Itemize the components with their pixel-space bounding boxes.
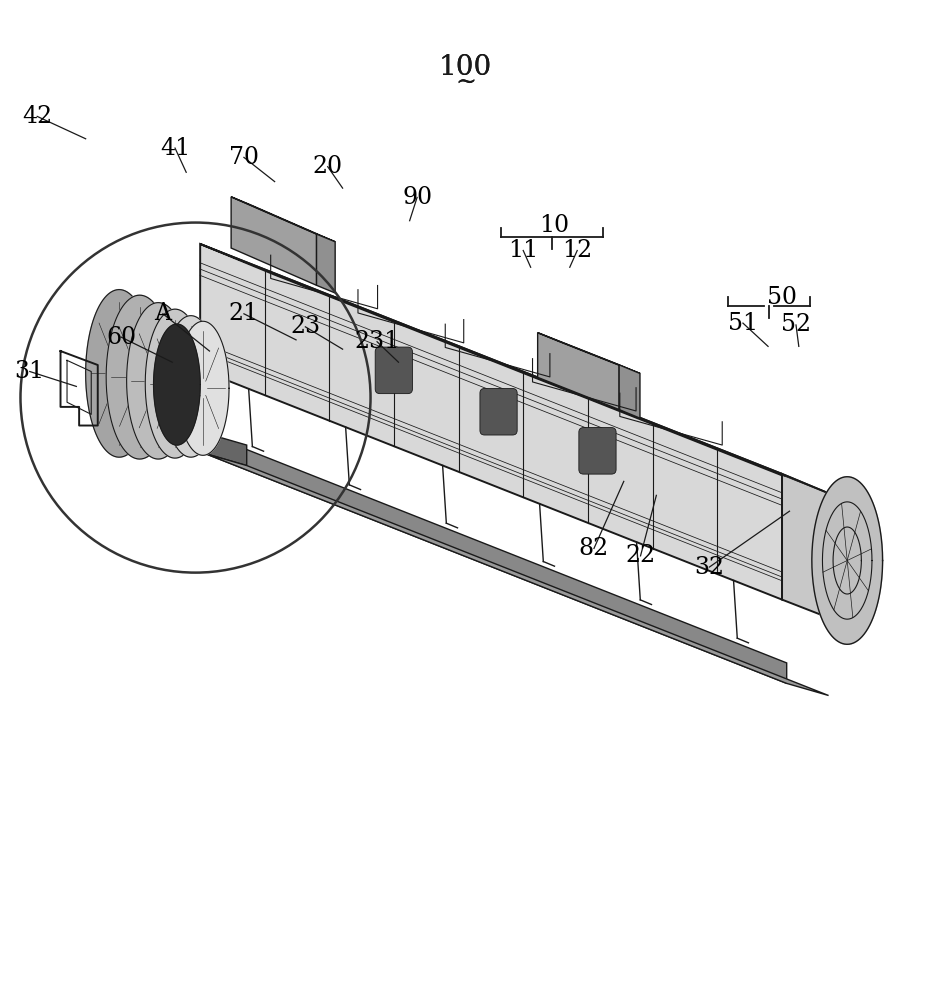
Text: 82: 82 — [579, 537, 609, 560]
Text: 52: 52 — [781, 313, 811, 336]
Polygon shape — [200, 244, 849, 502]
Polygon shape — [205, 433, 787, 683]
Text: 32: 32 — [695, 556, 724, 579]
FancyBboxPatch shape — [579, 428, 616, 474]
Text: 42: 42 — [22, 105, 52, 128]
Polygon shape — [538, 333, 619, 410]
Polygon shape — [782, 474, 849, 626]
Text: 60: 60 — [106, 326, 136, 349]
Polygon shape — [205, 433, 247, 466]
Polygon shape — [106, 295, 173, 459]
Polygon shape — [619, 365, 640, 418]
FancyBboxPatch shape — [375, 347, 412, 394]
Text: 50: 50 — [767, 286, 797, 309]
Text: ∼: ∼ — [455, 71, 476, 94]
Text: 12: 12 — [562, 239, 592, 262]
Polygon shape — [231, 197, 335, 242]
Text: 31: 31 — [15, 360, 45, 383]
Polygon shape — [317, 234, 335, 293]
Text: 100: 100 — [439, 54, 492, 81]
Text: ∼: ∼ — [455, 71, 476, 94]
Polygon shape — [127, 303, 190, 459]
FancyBboxPatch shape — [480, 388, 517, 435]
Text: 41: 41 — [160, 137, 190, 160]
Text: 20: 20 — [313, 155, 343, 178]
Text: A: A — [155, 302, 171, 325]
Text: 11: 11 — [508, 239, 538, 262]
Text: 231: 231 — [355, 330, 399, 353]
Polygon shape — [205, 453, 829, 696]
Polygon shape — [200, 244, 782, 600]
Polygon shape — [86, 290, 153, 457]
Polygon shape — [812, 477, 883, 644]
Text: 10: 10 — [539, 214, 569, 237]
Polygon shape — [538, 333, 640, 373]
Polygon shape — [145, 309, 205, 458]
Text: 22: 22 — [626, 544, 655, 567]
Polygon shape — [177, 321, 229, 455]
Text: 23: 23 — [290, 315, 320, 338]
Text: 100: 100 — [439, 54, 492, 81]
Polygon shape — [154, 324, 200, 445]
Text: 21: 21 — [229, 302, 259, 325]
Polygon shape — [231, 197, 317, 285]
Text: 90: 90 — [402, 186, 432, 209]
Polygon shape — [163, 316, 219, 457]
Text: 70: 70 — [229, 146, 259, 169]
Text: 51: 51 — [728, 312, 758, 335]
